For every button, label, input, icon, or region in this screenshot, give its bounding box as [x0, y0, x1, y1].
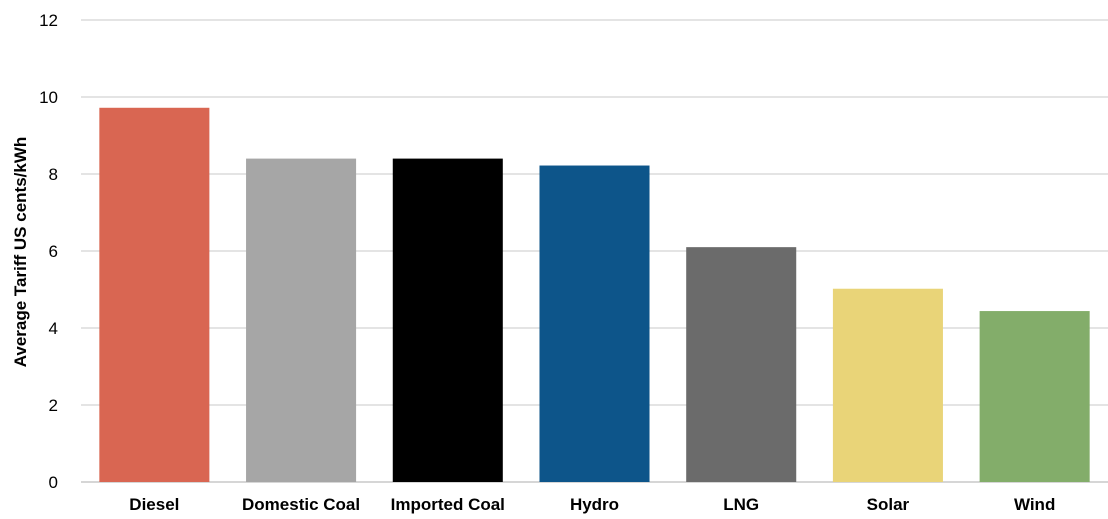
bar-solar	[832, 288, 943, 482]
y-axis-tick-labels: 0 2 4 6 8 10 12	[39, 11, 58, 492]
bar-imported-coal	[392, 158, 503, 482]
y-tick-label: 8	[49, 165, 58, 184]
x-category-label: Diesel	[129, 495, 179, 514]
bar-diesel	[99, 107, 210, 482]
bar-wind	[979, 311, 1090, 482]
bar-hydro	[539, 165, 650, 482]
y-tick-label: 12	[39, 11, 58, 30]
x-category-label: LNG	[723, 495, 759, 514]
bar-domestic-coal	[246, 158, 357, 482]
y-tick-label: 10	[39, 88, 58, 107]
x-category-label: Imported Coal	[391, 495, 505, 514]
bar-lng	[686, 247, 797, 482]
x-category-label: Hydro	[570, 495, 619, 514]
y-tick-label: 0	[49, 473, 58, 492]
y-tick-label: 2	[49, 396, 58, 415]
x-category-label: Solar	[867, 495, 910, 514]
bars	[99, 107, 1090, 482]
y-axis-title: Average Tariff US cents/kWh	[11, 137, 30, 368]
x-category-label: Domestic Coal	[242, 495, 360, 514]
y-tick-label: 6	[49, 242, 58, 261]
x-category-label: Wind	[1014, 495, 1055, 514]
x-axis-category-labels: Diesel Domestic Coal Imported Coal Hydro LNG…	[129, 495, 1055, 514]
y-tick-label: 4	[49, 319, 58, 338]
